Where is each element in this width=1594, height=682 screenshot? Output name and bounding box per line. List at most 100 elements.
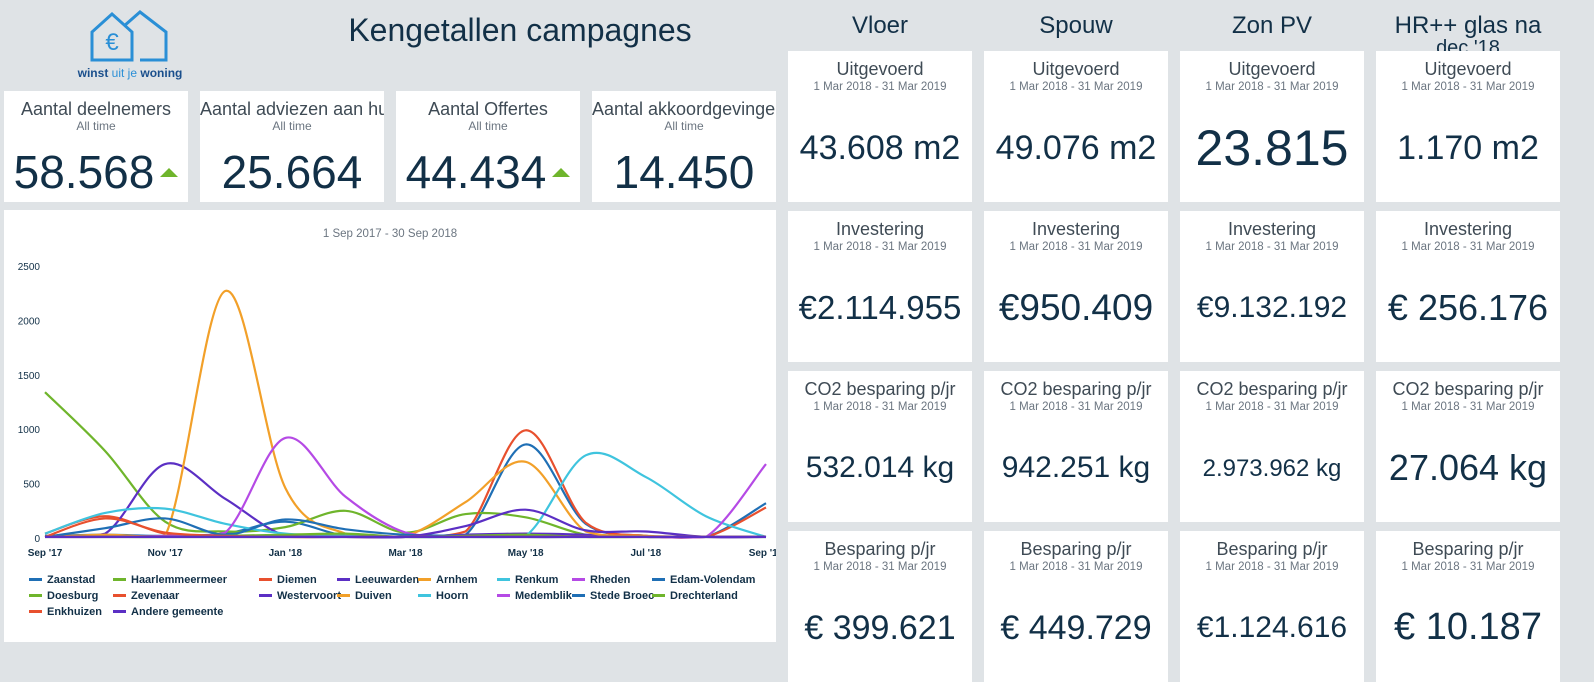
kpi-tile-adviezen[interactable]: Aantal adviezen aan hu All time 25.664	[200, 91, 384, 202]
legend-swatch	[259, 593, 272, 597]
legend-item[interactable]: Arnhem	[418, 574, 478, 586]
metric-tile-investering-hrglas[interactable]: Investering 1 Mar 2018 - 31 Mar 2019 € 256…	[1376, 211, 1560, 362]
metric-tile-besparing-vloer[interactable]: Besparing p/jr 1 Mar 2018 - 31 Mar 2019 € …	[788, 531, 972, 682]
legend-label: Arnhem	[436, 574, 478, 586]
metric-value: €1.124.616	[1196, 611, 1348, 644]
metric-tile-uitgevoerd-zonpv[interactable]: Uitgevoerd 1 Mar 2018 - 31 Mar 2019 23.815	[1180, 51, 1364, 202]
kpi-tile-offertes[interactable]: Aantal Offertes All time 44.434	[396, 91, 580, 202]
series-line-renkum[interactable]	[44, 451, 767, 539]
metric-tile-besparing-spouw[interactable]: Besparing p/jr 1 Mar 2018 - 31 Mar 2019 € …	[984, 531, 1168, 682]
metric-label: CO2 besparing p/jr	[1392, 379, 1544, 399]
series-line-leeuwarden[interactable]	[44, 462, 766, 539]
legend-item[interactable]: Diemen	[259, 574, 317, 586]
legend-swatch	[572, 593, 585, 597]
metric-range: 1 Mar 2018 - 31 Mar 2019	[1009, 401, 1143, 413]
kpi-tile-akkoordgevingen[interactable]: Aantal akkoordgevingen All time 14.450	[592, 91, 776, 202]
logo-text-woning: woning	[140, 66, 183, 80]
legend-label: Medemblik	[515, 590, 572, 602]
kpi-tile-deelnemers[interactable]: Aantal deelnemers All time 58.568	[4, 91, 188, 202]
kpi-range: All time	[664, 119, 704, 133]
metric-range: 1 Mar 2018 - 31 Mar 2019	[1205, 561, 1339, 573]
series-line-haarlemmeermeer[interactable]	[44, 391, 766, 539]
legend-item[interactable]: Duiven	[337, 590, 392, 602]
metric-label: Uitgevoerd	[1424, 59, 1512, 79]
legend-swatch	[652, 577, 665, 581]
legend-label: Andere gemeente	[131, 606, 224, 618]
metric-value: € 10.187	[1394, 606, 1542, 649]
legend-item[interactable]: Drechterland	[652, 590, 738, 602]
metric-range: 1 Mar 2018 - 31 Mar 2019	[813, 81, 947, 93]
legend-swatch	[418, 577, 431, 581]
logo-text: winst uit je woning	[70, 66, 190, 80]
metric-tile-investering-vloer[interactable]: Investering 1 Mar 2018 - 31 Mar 2019 €2.11…	[788, 211, 972, 362]
chart-tile[interactable]: 1 Sep 2017 - 30 Sep 2018 0 500 1000 1500 2000…	[4, 210, 776, 642]
metric-tile-co2-besparing-spouw[interactable]: CO2 besparing p/jr 1 Mar 2018 - 31 Mar 20…	[984, 371, 1168, 522]
legend-item[interactable]: Zaanstad	[29, 574, 95, 586]
metric-range: 1 Mar 2018 - 31 Mar 2019	[1401, 81, 1535, 93]
metric-tile-co2-besparing-zonpv[interactable]: CO2 besparing p/jr 1 Mar 2018 - 31 Mar 20…	[1180, 371, 1364, 522]
legend-swatch	[497, 593, 510, 597]
legend-item[interactable]: Renkum	[497, 574, 558, 586]
house-logo-icon: €	[90, 10, 168, 62]
metric-value: €9.132.192	[1196, 291, 1348, 324]
legend-label: Hoorn	[436, 590, 469, 602]
metric-range: 1 Mar 2018 - 31 Mar 2019	[1205, 241, 1339, 253]
metric-tile-besparing-zonpv[interactable]: Besparing p/jr 1 Mar 2018 - 31 Mar 2019 €1…	[1180, 531, 1364, 682]
legend-label: Zaanstad	[47, 574, 96, 586]
legend-item[interactable]: Haarlemmeermeer	[113, 574, 227, 586]
legend-label: Duiven	[355, 590, 392, 602]
legend-swatch	[497, 577, 510, 581]
metric-tile-uitgevoerd-hrglas[interactable]: Uitgevoerd 1 Mar 2018 - 31 Mar 2019 1.170 …	[1376, 51, 1560, 202]
legend-label: Enkhuizen	[47, 606, 103, 618]
logo-text-uitje: uit je	[111, 66, 138, 80]
y-tick-label: 1000	[18, 425, 41, 436]
metric-value: 49.076 m2	[995, 128, 1157, 167]
metric-tile-co2-besparing-hrglas[interactable]: CO2 besparing p/jr 1 Mar 2018 - 31 Mar 20…	[1376, 371, 1560, 522]
legend-swatch	[337, 577, 350, 581]
metric-tile-besparing-hrglas[interactable]: Besparing p/jr 1 Mar 2018 - 31 Mar 2019 € …	[1376, 531, 1560, 682]
logo-text-winst: winst	[77, 66, 109, 80]
line-chart[interactable]: 1 Sep 2017 - 30 Sep 2018 0 500 1000 1500 2000…	[4, 210, 776, 642]
kpi-label: Aantal deelnemers	[20, 99, 172, 119]
metric-tile-investering-spouw[interactable]: Investering 1 Mar 2018 - 31 Mar 2019 €950.…	[984, 211, 1168, 362]
x-tick-label: Sep '18	[749, 548, 776, 559]
legend-item[interactable]: Rheden	[572, 574, 630, 586]
legend-item[interactable]: Medemblik	[497, 590, 572, 602]
column-header-spouw: Spouw	[1039, 12, 1113, 39]
legend-item[interactable]: Stede Broec	[572, 590, 654, 602]
kpi-range: All time	[468, 119, 508, 133]
metric-value: € 449.729	[1000, 608, 1152, 647]
metric-tile-co2-besparing-vloer[interactable]: CO2 besparing p/jr 1 Mar 2018 - 31 Mar 20…	[788, 371, 972, 522]
x-tick-label: Jan '18	[269, 548, 303, 559]
metric-label: Besparing p/jr	[1020, 539, 1132, 559]
legend-item[interactable]: Edam-Volendam	[652, 574, 755, 586]
legend-item[interactable]: Hoorn	[418, 590, 468, 602]
legend-swatch	[418, 593, 431, 597]
series-line-zaanstad[interactable]	[44, 443, 767, 539]
y-tick-label: 0	[34, 534, 40, 545]
kpi-value: 14.450	[613, 146, 755, 198]
legend-item[interactable]: Zevenaar	[113, 590, 179, 602]
legend-item[interactable]: Westervoort	[259, 590, 341, 602]
metric-tile-investering-zonpv[interactable]: Investering 1 Mar 2018 - 31 Mar 2019 €9.13…	[1180, 211, 1364, 362]
series-line-edam-volendam[interactable]	[44, 517, 766, 539]
metric-range: 1 Mar 2018 - 31 Mar 2019	[1205, 401, 1339, 413]
column-header-vloer: Vloer	[851, 12, 909, 39]
metric-tile-uitgevoerd-spouw[interactable]: Uitgevoerd 1 Mar 2018 - 31 Mar 2019 49.076…	[984, 51, 1168, 202]
legend-item[interactable]: Enkhuizen	[29, 606, 102, 618]
legend-item[interactable]: Andere gemeente	[113, 606, 223, 618]
series-line-rheden[interactable]	[44, 436, 767, 539]
legend-item[interactable]: Doesburg	[29, 590, 98, 602]
series-line-arnhem[interactable]	[44, 289, 767, 539]
metric-value: €2.114.955	[798, 289, 962, 327]
y-tick-label: 500	[23, 480, 40, 491]
metric-value: 23.815	[1195, 120, 1349, 176]
metric-label: CO2 besparing p/jr	[804, 379, 956, 399]
legend-item[interactable]: Leeuwarden	[337, 574, 419, 586]
legend-label: Drechterland	[670, 590, 738, 602]
metric-value: 1.170 m2	[1397, 128, 1539, 167]
legend-label: Diemen	[277, 574, 317, 586]
metric-label: Investering	[1227, 219, 1317, 239]
metric-tile-uitgevoerd-vloer[interactable]: Uitgevoerd 1 Mar 2018 - 31 Mar 2019 43.608…	[788, 51, 972, 202]
metric-label: CO2 besparing p/jr	[1000, 379, 1152, 399]
